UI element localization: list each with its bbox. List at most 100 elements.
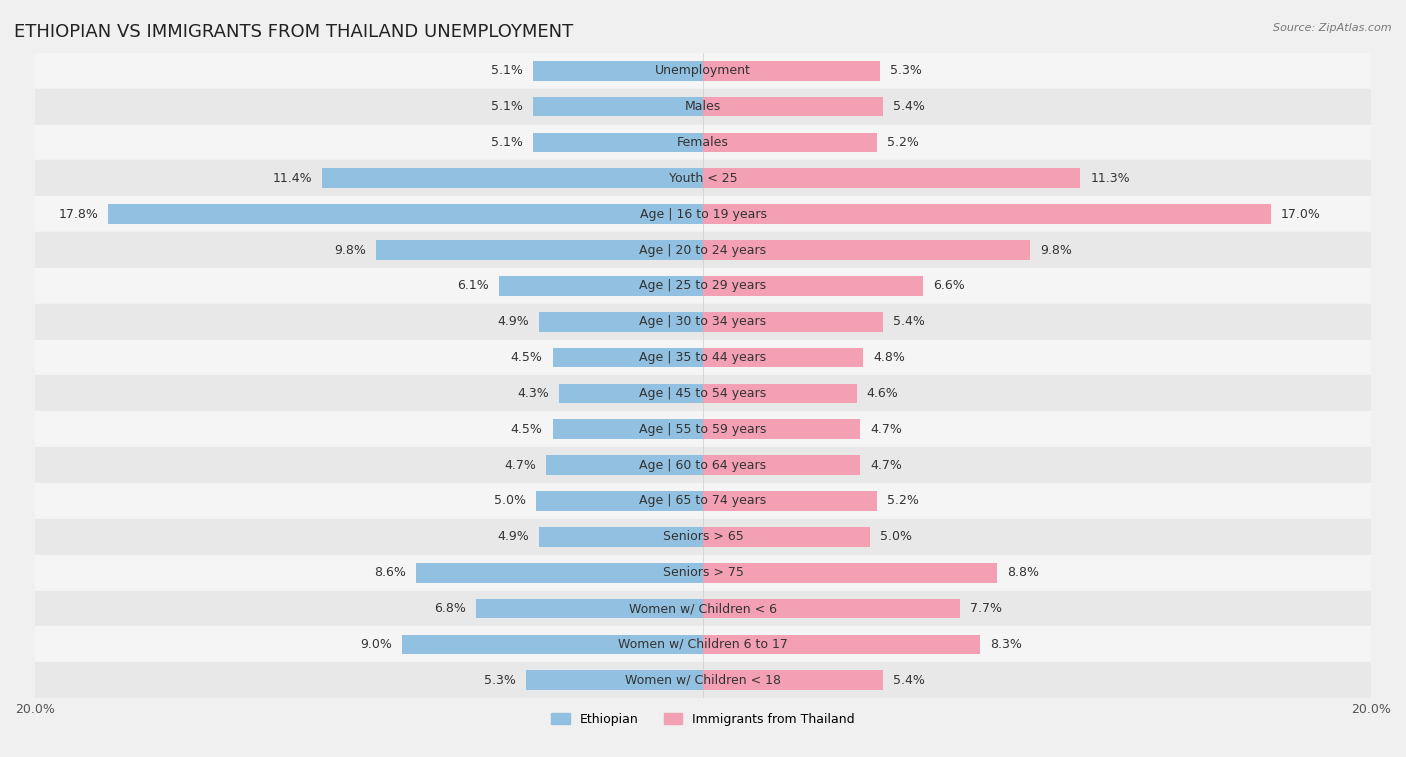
Bar [35,125,1371,160]
Text: 4.3%: 4.3% [517,387,550,400]
Bar [703,384,856,403]
Text: Women w/ Children 6 to 17: Women w/ Children 6 to 17 [619,638,787,651]
Text: Age | 25 to 29 years: Age | 25 to 29 years [640,279,766,292]
Text: 7.7%: 7.7% [970,602,1002,615]
Bar [703,671,883,690]
Bar [35,627,1371,662]
Bar [703,491,877,511]
Text: 8.8%: 8.8% [1007,566,1039,579]
Text: 4.7%: 4.7% [870,459,901,472]
Bar [35,196,1371,232]
Text: Age | 55 to 59 years: Age | 55 to 59 years [640,422,766,436]
Text: Age | 20 to 24 years: Age | 20 to 24 years [640,244,766,257]
Bar [35,375,1371,411]
Text: Women w/ Children < 6: Women w/ Children < 6 [628,602,778,615]
Bar [536,491,703,511]
Text: 5.4%: 5.4% [893,100,925,113]
Bar [35,590,1371,627]
Text: 5.2%: 5.2% [887,136,918,149]
Bar [703,132,877,152]
Text: 8.6%: 8.6% [374,566,406,579]
Text: 4.8%: 4.8% [873,351,905,364]
Bar [703,204,1271,224]
Bar [35,304,1371,340]
Bar [703,312,883,332]
Bar [35,268,1371,304]
Bar [35,53,1371,89]
Text: Age | 60 to 64 years: Age | 60 to 64 years [640,459,766,472]
Text: 17.0%: 17.0% [1281,207,1320,221]
Text: 5.2%: 5.2% [887,494,918,507]
Text: 5.4%: 5.4% [893,315,925,329]
Bar [402,634,703,654]
Bar [499,276,703,296]
Text: 6.1%: 6.1% [457,279,489,292]
Text: 5.3%: 5.3% [890,64,922,77]
Text: 6.8%: 6.8% [434,602,465,615]
Bar [35,89,1371,125]
Bar [703,455,860,475]
Text: 4.5%: 4.5% [510,351,543,364]
Bar [703,61,880,81]
Text: 9.0%: 9.0% [360,638,392,651]
Bar [475,599,703,618]
Text: Unemployment: Unemployment [655,64,751,77]
Bar [108,204,703,224]
Text: 9.8%: 9.8% [1040,244,1073,257]
Bar [35,232,1371,268]
Bar [526,671,703,690]
Bar [553,347,703,367]
Text: 5.4%: 5.4% [893,674,925,687]
Text: 5.0%: 5.0% [494,494,526,507]
Text: Males: Males [685,100,721,113]
Bar [35,447,1371,483]
Text: Age | 65 to 74 years: Age | 65 to 74 years [640,494,766,507]
Text: 4.7%: 4.7% [870,422,901,436]
Text: 4.9%: 4.9% [498,315,529,329]
Text: Source: ZipAtlas.com: Source: ZipAtlas.com [1274,23,1392,33]
Bar [703,419,860,439]
Bar [35,662,1371,698]
Bar [35,555,1371,590]
Text: Seniors > 65: Seniors > 65 [662,531,744,544]
Text: Age | 35 to 44 years: Age | 35 to 44 years [640,351,766,364]
Text: 9.8%: 9.8% [333,244,366,257]
Bar [540,312,703,332]
Text: Age | 30 to 34 years: Age | 30 to 34 years [640,315,766,329]
Bar [322,169,703,188]
Text: Age | 45 to 54 years: Age | 45 to 54 years [640,387,766,400]
Bar [703,634,980,654]
Bar [703,599,960,618]
Bar [533,97,703,117]
Bar [540,527,703,547]
Bar [35,411,1371,447]
Bar [546,455,703,475]
Text: Seniors > 75: Seniors > 75 [662,566,744,579]
Text: ETHIOPIAN VS IMMIGRANTS FROM THAILAND UNEMPLOYMENT: ETHIOPIAN VS IMMIGRANTS FROM THAILAND UN… [14,23,574,41]
Text: 4.9%: 4.9% [498,531,529,544]
Text: Youth < 25: Youth < 25 [669,172,737,185]
Legend: Ethiopian, Immigrants from Thailand: Ethiopian, Immigrants from Thailand [546,708,860,731]
Text: 5.1%: 5.1% [491,100,523,113]
Text: Females: Females [678,136,728,149]
Bar [560,384,703,403]
Bar [533,61,703,81]
Bar [703,527,870,547]
Bar [35,340,1371,375]
Text: 5.3%: 5.3% [484,674,516,687]
Text: 4.5%: 4.5% [510,422,543,436]
Text: Women w/ Children < 18: Women w/ Children < 18 [626,674,780,687]
Bar [416,562,703,583]
Text: 11.3%: 11.3% [1091,172,1130,185]
Bar [703,169,1080,188]
Text: 11.4%: 11.4% [273,172,312,185]
Text: 5.1%: 5.1% [491,64,523,77]
Text: 5.1%: 5.1% [491,136,523,149]
Bar [703,276,924,296]
Bar [703,97,883,117]
Text: 6.6%: 6.6% [934,279,966,292]
Bar [553,419,703,439]
Bar [703,562,997,583]
Bar [703,240,1031,260]
Bar [703,347,863,367]
